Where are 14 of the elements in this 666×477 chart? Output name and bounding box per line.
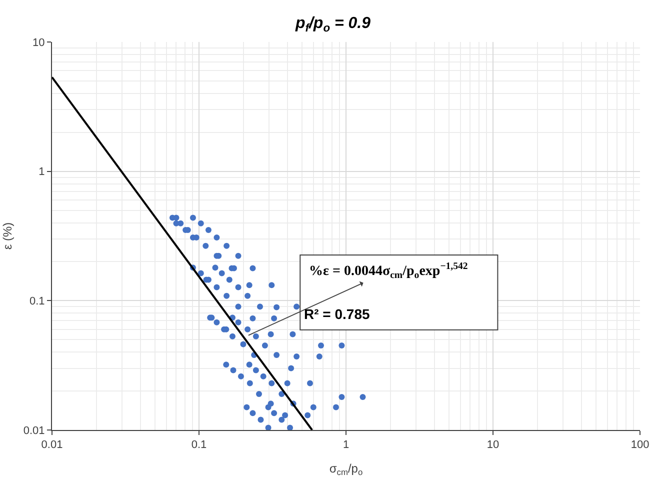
y-tick-label: 0.1 xyxy=(30,296,45,308)
x-tick-label: 1 xyxy=(342,439,350,452)
x-axis-title: σ$_{cm}$/p$_{o}$ xyxy=(329,461,363,477)
x-tick-label: 0.01 xyxy=(41,439,63,452)
chart-title: p$_{f}$/p$_{o}$ = 0.9 xyxy=(294,14,371,34)
x-tick-label: 10 xyxy=(486,439,500,452)
x-tick-label: 0.1 xyxy=(191,439,207,452)
y-tick-label: 10 xyxy=(32,36,45,49)
y-tick-label: 1 xyxy=(38,166,45,178)
y-tick-label: 0.01 xyxy=(23,424,45,437)
annotation: R² = 0.785 xyxy=(304,306,370,322)
y-axis-title: ε (%) xyxy=(0,222,15,250)
x-tick-label: 100 xyxy=(630,439,650,452)
annotation: %ε = 0.0044σ$_{cm}$/p$_{o}$exp$^{−1,542}$ xyxy=(309,261,468,281)
